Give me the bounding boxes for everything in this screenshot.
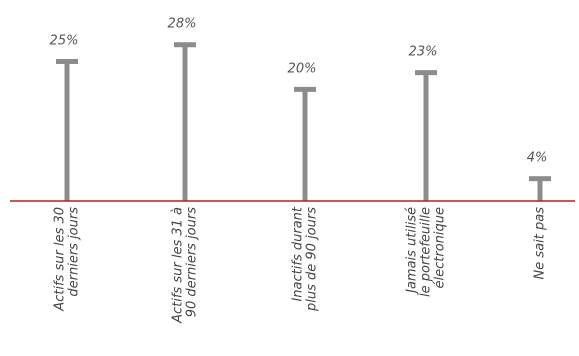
category-label-line: Jamais utilisé	[405, 207, 420, 296]
value-label: 23%	[409, 45, 438, 60]
value-labels-group: 25% 28% 20% 23% 4%	[50, 17, 548, 166]
category-label-line: Inactifs durant	[291, 206, 306, 301]
bar-cap	[56, 58, 78, 64]
bar-cap	[529, 176, 551, 182]
category-label-line: électronique	[433, 207, 448, 289]
bar-stem	[423, 72, 429, 201]
bar-stem	[64, 61, 70, 201]
category-label-line: Ne sait pas	[533, 207, 548, 280]
category-labels-group: Actifs sur les 30 derniers jours Actifs su…	[53, 206, 548, 324]
category-label-line: derniers jours	[67, 207, 82, 297]
category-label-line: Actifs sur les 31 à	[171, 207, 186, 324]
category-label-line: Actifs sur les 30	[53, 207, 68, 312]
category-label-line: le portefeuille	[419, 207, 434, 297]
bar-cap	[294, 86, 316, 92]
bars-group	[56, 42, 551, 202]
value-label: 25%	[50, 33, 79, 48]
value-label: 4%	[527, 151, 548, 166]
value-label: 28%	[168, 17, 197, 32]
bar-stem	[302, 89, 308, 201]
category-label-line: 90 derniers jours	[185, 207, 200, 318]
value-label: 20%	[288, 61, 317, 76]
bar-cap	[415, 70, 437, 76]
bar-cap	[174, 42, 196, 48]
bar-stem	[182, 44, 188, 202]
bar-stem	[537, 178, 543, 201]
category-label-line: plus de 90 jours	[305, 207, 320, 312]
